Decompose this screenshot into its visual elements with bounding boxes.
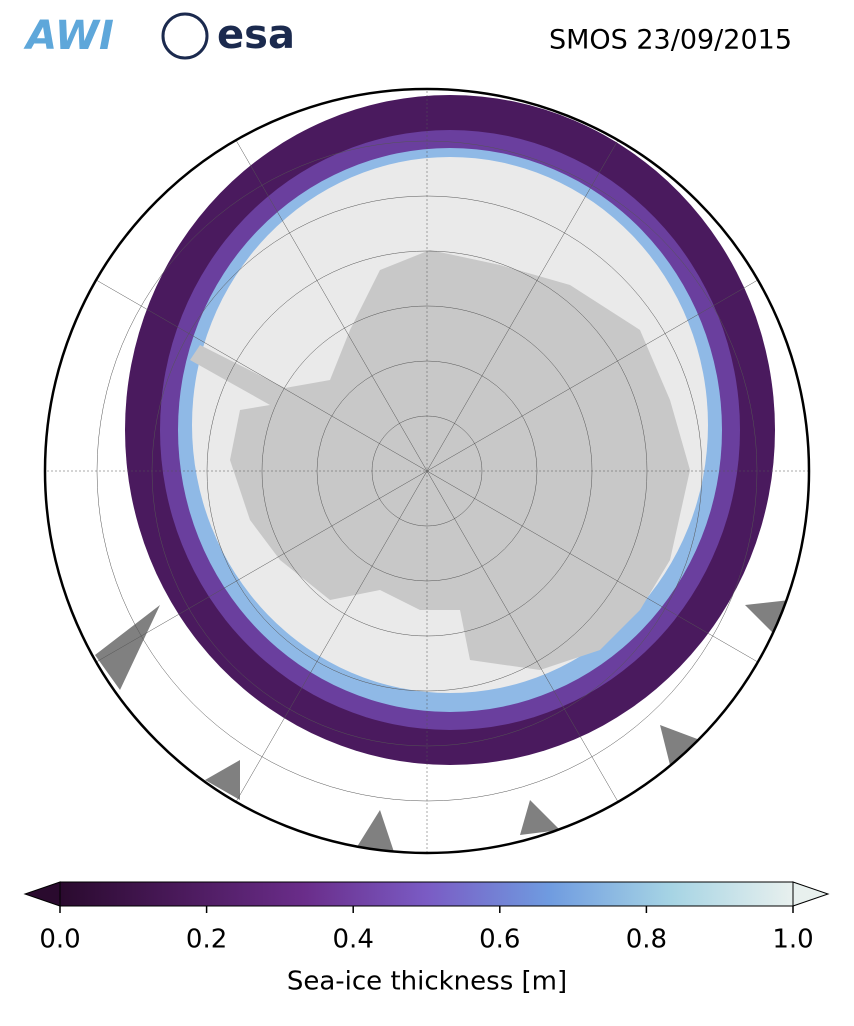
esa-logo-mark: [161, 12, 209, 60]
colorbar: 0.0 0.2 0.4 0.6 0.8 1.0: [23, 881, 830, 955]
esa-logo: esa: [217, 12, 295, 58]
colorbar-tick-label: 0.0: [39, 925, 80, 955]
colorbar-label: Sea-ice thickness [m]: [287, 967, 567, 997]
map: [45, 89, 809, 853]
colorbar-tick-label: 0.8: [626, 925, 667, 955]
map-boundary: [43, 87, 811, 855]
map-title: SMOS 23/09/2015: [549, 25, 792, 56]
graticule: [45, 89, 809, 853]
antarctica: [190, 250, 690, 670]
meridian: [80, 270, 774, 672]
colorbar-tick-label: 0.2: [186, 925, 227, 955]
awi-logo: AWI: [23, 13, 114, 59]
colorbar-body: [59, 881, 794, 907]
colorbar-tick-label: 1.0: [772, 925, 813, 955]
colorbar-tick-label: 0.6: [479, 925, 520, 955]
colorbar-extend-low: [23, 881, 61, 907]
colorbar-extend-high: [792, 881, 830, 907]
colorbar-tick-label: 0.4: [333, 925, 374, 955]
